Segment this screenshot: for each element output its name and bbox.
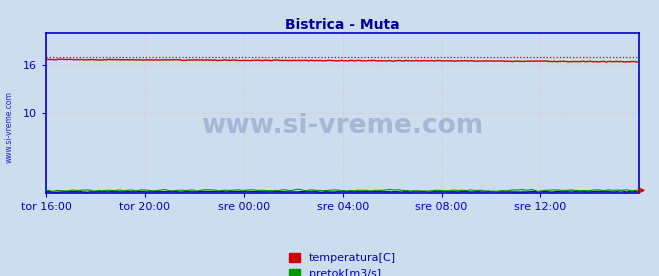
Text: www.si-vreme.com: www.si-vreme.com xyxy=(202,113,484,139)
Text: www.si-vreme.com: www.si-vreme.com xyxy=(5,91,14,163)
Title: Bistrica - Muta: Bistrica - Muta xyxy=(285,18,400,32)
Legend: temperatura[C], pretok[m3/s]: temperatura[C], pretok[m3/s] xyxy=(285,248,401,276)
